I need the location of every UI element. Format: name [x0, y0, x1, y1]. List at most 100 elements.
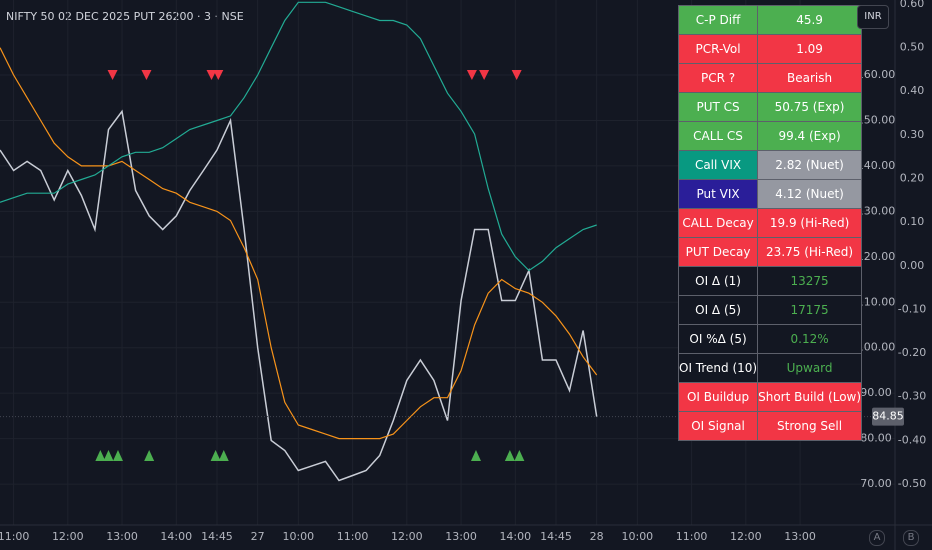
row-label: Call VIX [677, 150, 759, 180]
x-tick-label: 10:00 [282, 530, 314, 543]
y-tick-label: 140.00 [857, 159, 896, 172]
symbol-title: NIFTY 50 02 DEC 2025 PUT 26200 · 3 · NSE [6, 10, 244, 23]
y-tick-label: 130.00 [857, 204, 896, 217]
sell-signal [206, 70, 217, 80]
table-row: OI %Δ (5) 0.12% [677, 324, 863, 354]
y2-tick-label: 0.10 [900, 215, 925, 228]
row-label: OI Signal [677, 411, 759, 441]
x-tick-label: 11:00 [337, 530, 369, 543]
buy-signal [112, 450, 123, 461]
x-tick-label: 12:00 [52, 530, 84, 543]
y2-tick-label: 0.60 [900, 0, 925, 10]
x-tick-label: 11:00 [0, 530, 29, 543]
row-value: Strong Sell [757, 411, 863, 441]
y2-tick-label: 0.00 [900, 259, 925, 272]
y2-tick-label: 0.50 [900, 41, 925, 54]
y-tick-label: 70.00 [860, 477, 892, 490]
buy-signal [210, 450, 221, 461]
row-value: 50.75 (Exp) [757, 92, 863, 122]
x-tick-label: 14:00 [160, 530, 192, 543]
last-price-tag [872, 407, 904, 426]
buy-signal [514, 450, 525, 461]
x-tick-label: 11:00 [676, 530, 708, 543]
row-value: 1.09 [757, 34, 863, 64]
row-value: 4.12 (Nuet) [757, 179, 863, 209]
table-row: CALL Decay 19.9 (Hi-Red) [677, 208, 863, 238]
row-label: OI %Δ (5) [677, 324, 759, 354]
table-row: Call VIX 2.82 (Nuet) [677, 150, 863, 180]
sell-signal [213, 70, 224, 80]
y2-tick-label: -0.50 [898, 477, 926, 490]
y-tick-label: 80.00 [860, 432, 892, 445]
row-value: 0.12% [757, 324, 863, 354]
last-price-label: 84.85 [872, 410, 904, 423]
row-label: PUT CS [677, 92, 759, 122]
row-value: 99.4 (Exp) [757, 121, 863, 151]
x-tick-label: 14:45 [201, 530, 233, 543]
y2-tick-label: -0.20 [898, 346, 926, 359]
table-row: C-P Diff 45.9 [677, 5, 863, 35]
row-value: Upward [757, 353, 863, 383]
row-value: 17175 [757, 295, 863, 325]
auto-button[interactable]: A [869, 530, 885, 546]
row-label: Put VIX [677, 179, 759, 209]
sell-signal [511, 70, 522, 80]
row-value: Short Build (Low) [757, 382, 863, 412]
currency-button[interactable]: INR [857, 5, 889, 29]
buy-signal [470, 450, 481, 461]
y2-tick-label: 0.40 [900, 84, 925, 97]
y-tick-label: 100.00 [857, 341, 896, 354]
row-label: PCR ? [677, 63, 759, 93]
y2-tick-label: -0.40 [898, 433, 926, 446]
table-row: OI Δ (5) 17175 [677, 295, 863, 325]
row-label: CALL Decay [677, 208, 759, 238]
row-value: 13275 [757, 266, 863, 296]
row-label: OI Δ (1) [677, 266, 759, 296]
x-tick-label: 12:00 [730, 530, 762, 543]
row-label: OI Trend (10) [677, 353, 759, 383]
indicator-table: C-P Diff 45.9 PCR-Vol 1.09 PCR ? Bearish PUT C… [677, 5, 863, 441]
series-line [0, 109, 598, 482]
y2-tick-label: 0.20 [900, 171, 925, 184]
x-tick-label: 14:45 [540, 530, 572, 543]
x-tick-label: 12:00 [391, 530, 423, 543]
x-tick-label: 13:00 [784, 530, 816, 543]
table-row: OI Buildup Short Build (Low) [677, 382, 863, 412]
y-tick-label: 150.00 [857, 113, 896, 126]
table-row: CALL CS 99.4 (Exp) [677, 121, 863, 151]
x-tick-label: 28 [590, 530, 604, 543]
y2-tick-label: -0.30 [898, 390, 926, 403]
x-tick-label: 13:00 [445, 530, 477, 543]
buy-signal [103, 450, 114, 461]
sell-signal [479, 70, 490, 80]
table-row: PCR ? Bearish [677, 63, 863, 93]
row-value: 23.75 (Hi-Red) [757, 237, 863, 267]
y-tick-label: 110.00 [857, 295, 896, 308]
table-row: PUT Decay 23.75 (Hi-Red) [677, 237, 863, 267]
series-line [0, 1, 597, 272]
table-row: OI Trend (10) Upward [677, 353, 863, 383]
row-value: 19.9 (Hi-Red) [757, 208, 863, 238]
table-row: PUT CS 50.75 (Exp) [677, 92, 863, 122]
sell-signal [141, 70, 152, 80]
table-row: Put VIX 4.12 (Nuet) [677, 179, 863, 209]
row-value: 2.82 (Nuet) [757, 150, 863, 180]
y-tick-label: 160.00 [857, 68, 896, 81]
series-line [0, 47, 598, 440]
row-label: OI Δ (5) [677, 295, 759, 325]
row-label: PCR-Vol [677, 34, 759, 64]
row-label: C-P Diff [677, 5, 759, 35]
x-tick-label: 13:00 [106, 530, 138, 543]
x-tick-label: 10:00 [621, 530, 653, 543]
sell-signal [466, 70, 477, 80]
buy-signal [144, 450, 155, 461]
x-tick-label: 27 [251, 530, 265, 543]
buy-signal [504, 450, 515, 461]
scale-button[interactable]: B [903, 530, 919, 546]
row-value: 45.9 [757, 5, 863, 35]
row-label: PUT Decay [677, 237, 759, 267]
row-label: CALL CS [677, 121, 759, 151]
table-row: OI Δ (1) 13275 [677, 266, 863, 296]
table-row: PCR-Vol 1.09 [677, 34, 863, 64]
